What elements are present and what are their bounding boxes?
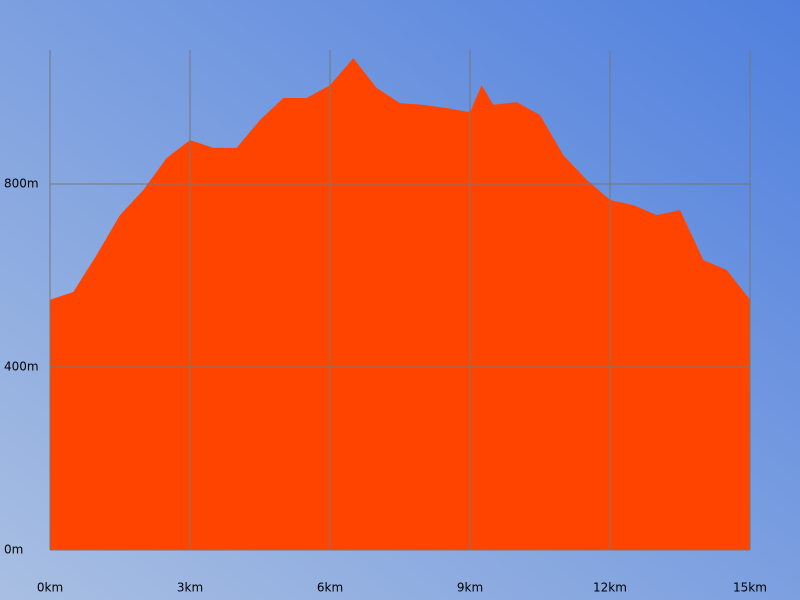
- x-tick-label: 0km: [37, 581, 63, 595]
- elevation-area: [50, 58, 750, 550]
- x-tick-label: 6km: [317, 581, 343, 595]
- x-tick-label: 3km: [177, 581, 203, 595]
- y-tick-label: 800m: [4, 177, 39, 191]
- area-layer: [50, 58, 750, 550]
- x-tick-label: 15km: [733, 581, 767, 595]
- y-tick-label: 400m: [4, 360, 39, 374]
- x-tick-label: 12km: [593, 581, 627, 595]
- x-tick-label: 9km: [457, 581, 483, 595]
- y-tick-label: 0m: [4, 543, 23, 557]
- grid-layer: [49, 50, 751, 551]
